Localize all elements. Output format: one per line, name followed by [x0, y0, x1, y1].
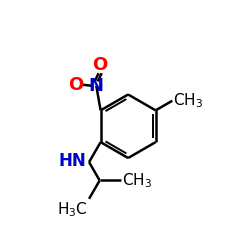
Text: O: O — [92, 56, 108, 74]
Text: H$_3$C: H$_3$C — [57, 200, 88, 219]
Text: O: O — [68, 76, 83, 94]
Text: HN: HN — [58, 152, 86, 170]
Text: N: N — [89, 77, 104, 95]
Text: CH$_3$: CH$_3$ — [122, 171, 152, 190]
Text: CH$_3$: CH$_3$ — [173, 92, 204, 110]
